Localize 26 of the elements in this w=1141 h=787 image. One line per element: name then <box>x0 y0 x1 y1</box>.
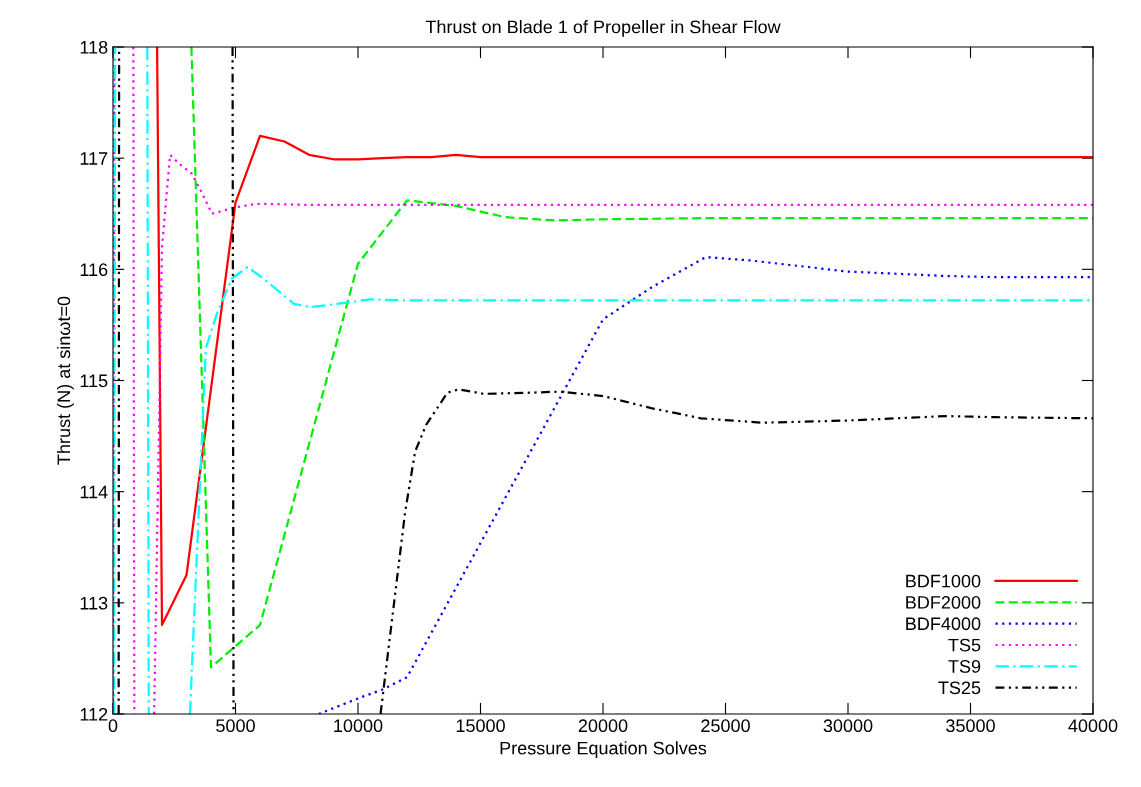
y-tick-label: 116 <box>80 263 108 277</box>
y-tick-label: 118 <box>80 40 108 54</box>
y-axis-title: Thrust (N) at sinωt=0 <box>56 296 74 465</box>
x-tick-label: 25000 <box>701 719 750 733</box>
x-tick-label: 5000 <box>216 719 255 733</box>
x-tick-label: 35000 <box>946 719 995 733</box>
x-tick-label: 10000 <box>334 719 383 733</box>
legend-label: BDF1000 <box>906 574 981 588</box>
legend-label: TS5 <box>948 638 981 652</box>
x-tick-label: 20000 <box>578 719 628 733</box>
chart-title: Thrust on Blade 1 of Propeller in Shear Flow <box>425 20 781 37</box>
legend-label: TS9 <box>948 660 981 673</box>
legend-label: TS25 <box>938 681 981 695</box>
x-tick-label: 15000 <box>456 719 505 733</box>
y-tick-label: 113 <box>80 596 108 610</box>
y-tick-label: 114 <box>80 485 108 499</box>
x-tick-label: 30000 <box>823 719 873 733</box>
x-tick-label: 0 <box>108 719 118 733</box>
x-axis-title: Pressure Equation Solves <box>500 741 707 759</box>
y-tick-label: 115 <box>80 374 108 388</box>
y-tick-label: 117 <box>80 152 108 165</box>
x-tick-label: 40000 <box>1068 719 1118 733</box>
legend-label: BDF2000 <box>906 596 981 609</box>
line-series <box>317 255 1093 714</box>
legend-label: BDF4000 <box>906 617 981 631</box>
y-tick-label: 112 <box>80 707 108 721</box>
